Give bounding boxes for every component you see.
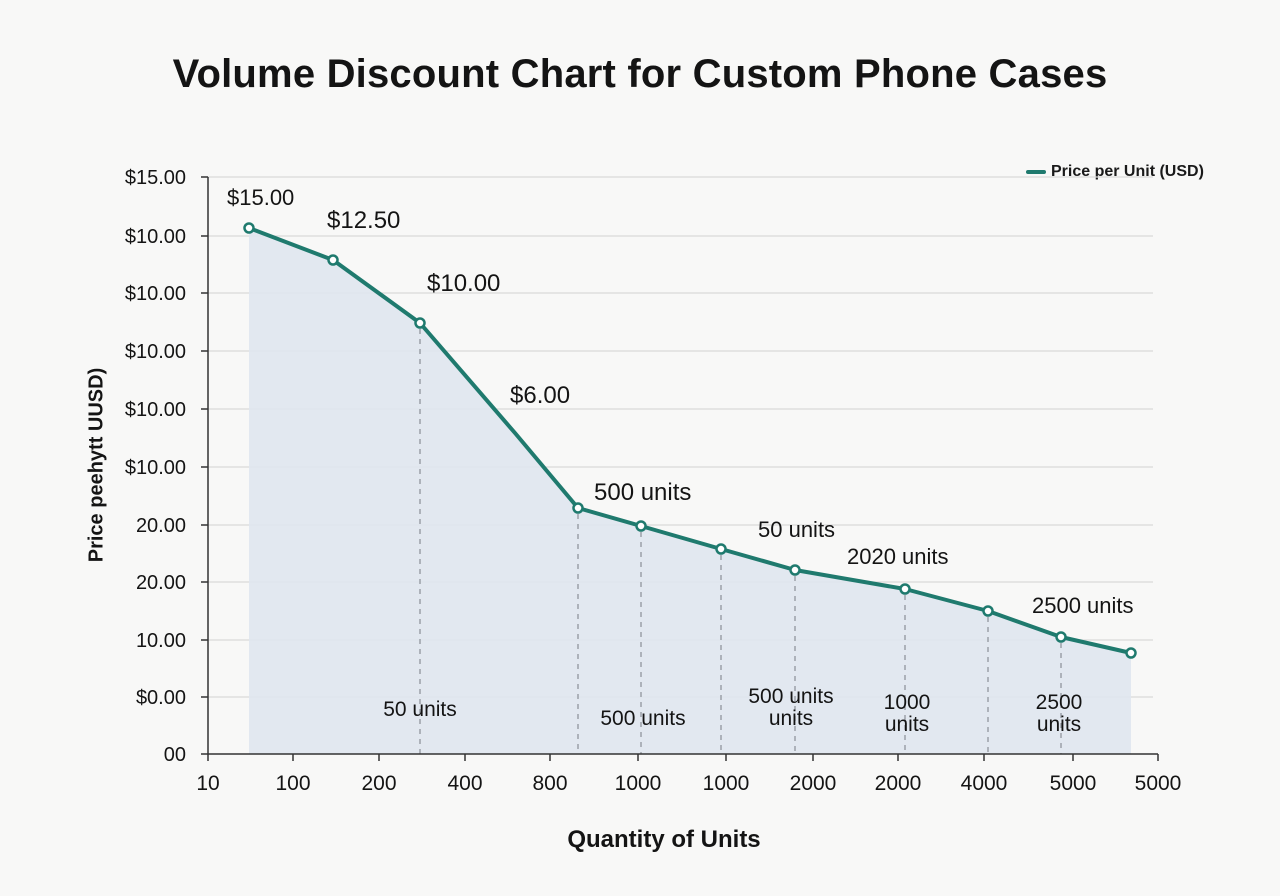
y-tick-labels: $15.00 $10.00 $10.00 $10.00 $10.00 $10.00 20.0… (125, 167, 186, 766)
data-point-marker-icon (1055, 631, 1067, 643)
y-tick-label: $10.00 (125, 457, 186, 479)
x-tick-label: 4000 (961, 772, 1008, 795)
inside-annotation: 500 units units (748, 685, 833, 730)
legend: Price per Unit (USD) (1026, 163, 1204, 181)
data-point-marker-icon (243, 222, 255, 234)
y-tick-label: $10.00 (125, 341, 186, 363)
data-point-marker-icon (635, 520, 647, 532)
point-annotation: $10.00 (427, 270, 500, 297)
y-tick-label: $10.00 (125, 226, 186, 248)
data-point-marker-icon (899, 583, 911, 595)
x-tick-label: 400 (447, 772, 482, 795)
y-tick-label: $15.00 (125, 167, 186, 189)
point-annotation: $12.50 (327, 207, 400, 234)
point-annotation: 50 units (758, 517, 835, 542)
axes (201, 176, 1159, 761)
data-point-marker-icon (789, 564, 801, 576)
inside-annotation: 50 units (383, 698, 457, 721)
legend-line-swatch-icon (1026, 170, 1046, 174)
y-tick-label: 00 (164, 744, 186, 766)
chart-title: Volume Discount Chart for Custom Phone C… (172, 52, 1108, 96)
area-fill (249, 228, 1131, 754)
data-point-markers (243, 222, 1137, 659)
point-annotation: 2020 units (847, 544, 949, 569)
y-tick-label: $10.00 (125, 283, 186, 305)
x-tick-label: 800 (532, 772, 567, 795)
point-annotation: $6.00 (510, 382, 570, 409)
data-point-marker-icon (327, 254, 339, 266)
point-annotation: 500 units (594, 479, 691, 506)
x-tick-label: 5000 (1050, 772, 1097, 795)
dashed-drop-lines (419, 329, 1062, 754)
data-point-marker-icon (715, 543, 727, 555)
point-annotation: 2500 units (1032, 593, 1134, 618)
x-tick-label: 10 (196, 772, 219, 795)
x-tick-labels: 10 100 200 400 800 1000 1000 2000 2000 4000 5000 50… (196, 772, 1181, 795)
x-tick-label: 1000 (615, 772, 662, 795)
x-tick-label: 1000 (703, 772, 750, 795)
data-point-marker-icon (414, 317, 426, 329)
point-annotation: $15.00 (227, 185, 294, 210)
x-tick-label: 100 (275, 772, 310, 795)
legend-label: Price per Unit (USD) (1051, 163, 1204, 180)
x-tick-label: 5000 (1135, 772, 1182, 795)
y-tick-label: 20.00 (136, 572, 186, 594)
data-point-marker-icon (982, 605, 994, 617)
x-tick-label: 2000 (875, 772, 922, 795)
price-line (247, 226, 1133, 655)
inside-annotation: 2500 units (1036, 691, 1083, 736)
y-tick-label: $0.00 (136, 687, 186, 709)
inside-annotation: 500 units (600, 707, 685, 730)
data-point-marker-icon (572, 502, 584, 514)
point-labels: $15.00 $12.50 $10.00 $6.00 500 units 50 units… (227, 185, 1134, 618)
y-tick-label: $10.00 (125, 399, 186, 421)
inside-labels: 50 units 500 units 500 units units 1000 units… (383, 685, 1082, 736)
x-axis-label: Quantity of Units (567, 826, 761, 853)
y-tick-label: 10.00 (136, 630, 186, 652)
inside-annotation: 1000 units (884, 691, 931, 736)
x-tick-label: 200 (361, 772, 396, 795)
y-tick-label: 20.00 (136, 515, 186, 537)
x-tick-label: 2000 (790, 772, 837, 795)
data-point-marker-icon (1125, 647, 1137, 659)
